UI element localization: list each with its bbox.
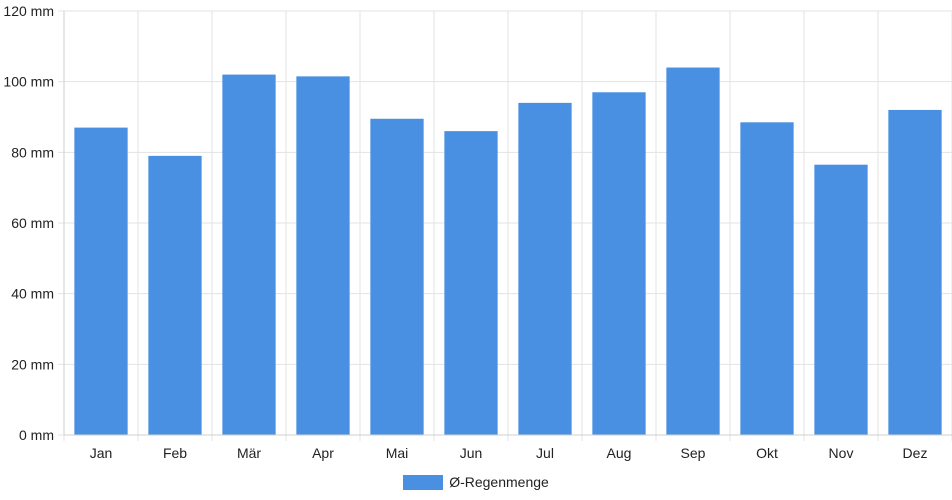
bar-jul[interactable] [518,102,572,435]
y-tick-label: 120 mm [3,3,54,19]
x-tick-label: Aug [607,445,632,461]
y-tick-label: 60 mm [11,215,54,231]
legend[interactable]: Ø-Regenmenge [0,472,952,492]
axes: 0 mm 20 mm 40 mm 60 mm 80 mm 100 mm 120 mm Jan F… [3,3,952,461]
y-tick-label: 40 mm [11,286,54,302]
x-tick-label: Nov [829,445,854,461]
x-tick-label: Feb [163,445,187,461]
x-tick-label: Jul [536,445,554,461]
grid [58,10,952,441]
bar-mai[interactable] [370,118,424,436]
bar-apr[interactable] [296,76,350,435]
chart-canvas: 0 mm 20 mm 40 mm 60 mm 80 mm 100 mm 120 mm Jan F… [3,3,952,461]
x-tick-label: Mai [386,445,409,461]
bars [74,67,942,436]
bar-feb[interactable] [148,155,202,435]
bar-aug[interactable] [592,92,646,436]
x-tick-label: Okt [756,445,778,461]
x-tick-label: Jun [460,445,483,461]
bar-jun[interactable] [444,131,498,435]
legend-swatch [403,474,444,490]
legend-label: Ø-Regenmenge [449,474,549,490]
bar-sep[interactable] [666,67,720,436]
y-tick-label: 20 mm [11,356,54,372]
bar-jan[interactable] [74,127,128,435]
x-tick-label: Sep [681,445,706,461]
bar-okt[interactable] [740,122,794,436]
bar-nov[interactable] [814,164,868,435]
bar-dez[interactable] [888,109,942,435]
x-tick-label: Mär [237,445,261,461]
x-tick-label: Jan [90,445,113,461]
x-tick-label: Dez [903,445,928,461]
x-tick-label: Apr [312,445,334,461]
bar-mär[interactable] [222,74,276,435]
y-tick-label: 80 mm [11,144,54,160]
y-tick-label: 100 mm [3,74,54,90]
y-tick-label: 0 mm [19,427,54,443]
